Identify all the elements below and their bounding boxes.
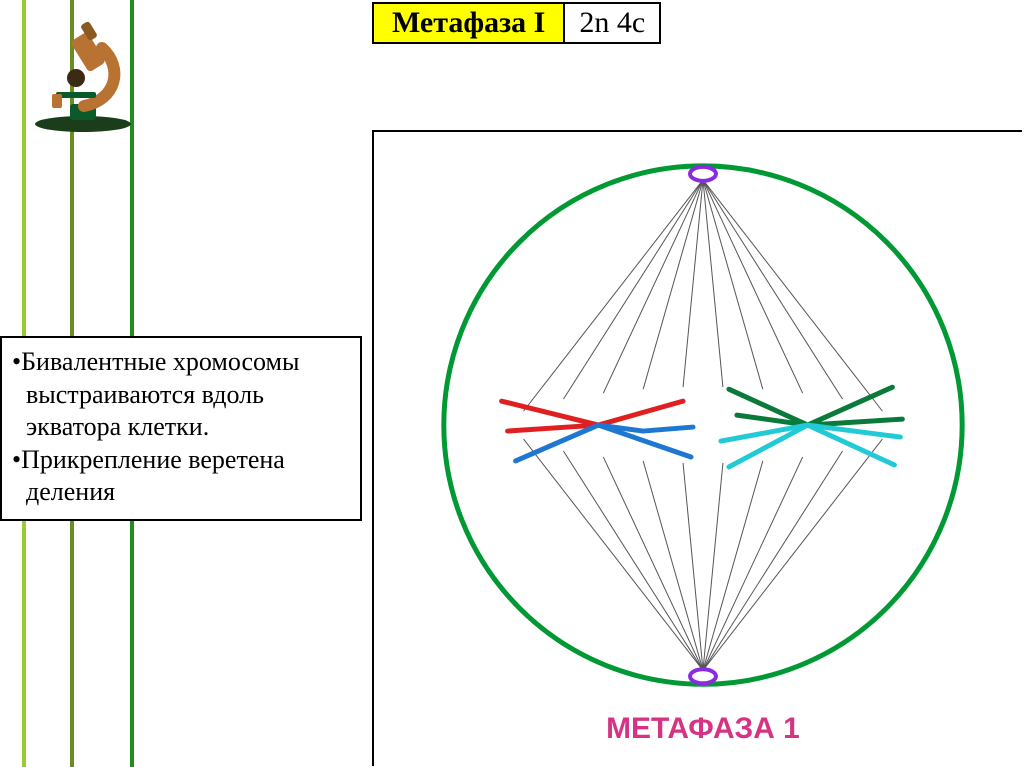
title-row: Метафаза I 2n 4c (372, 2, 661, 44)
bullet-1: •Бивалентные хромосомы выстраиваются вдо… (12, 346, 350, 444)
chromosome-formula: 2n 4c (565, 2, 661, 44)
bullet-1-text: Бивалентные хромосомы выстраиваются вдол… (21, 347, 299, 441)
cell-diagram-frame: МЕТАФАЗА 1 (372, 130, 1022, 766)
bullet-2: •Прикрепление веретена деления (12, 444, 350, 509)
cell-diagram: МЕТАФАЗА 1 (374, 132, 1022, 766)
description-box: •Бивалентные хромосомы выстраиваются вдо… (0, 336, 362, 521)
microscope-icon (28, 14, 138, 134)
svg-text:МЕТАФАЗА 1: МЕТАФАЗА 1 (606, 712, 800, 745)
phase-title: Метафаза I (372, 2, 565, 44)
bullet-2-text: Прикрепление веретена деления (21, 445, 285, 507)
